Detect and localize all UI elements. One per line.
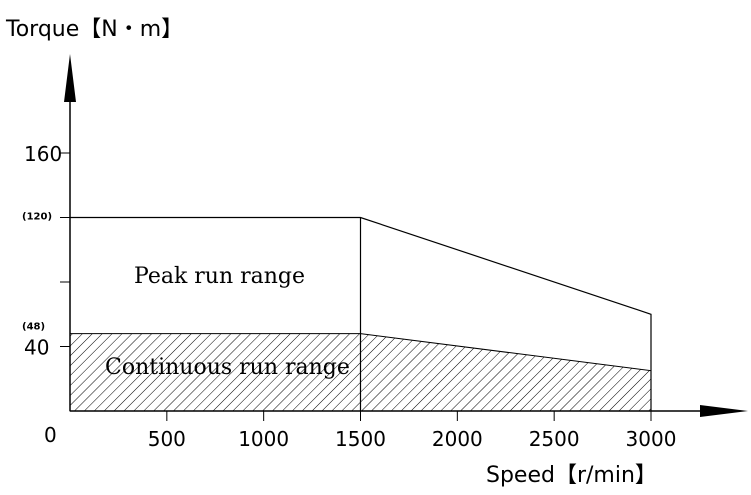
x-axis-arrow	[700, 405, 748, 417]
y-tick-label: 40	[24, 336, 49, 360]
y-axis-arrow	[64, 54, 76, 102]
x-tick-label: 500	[148, 427, 186, 451]
series-label-continuous: Continuous run range	[105, 355, 350, 380]
axes	[64, 54, 748, 417]
y-axis-title: Torque【N・m】	[5, 17, 183, 42]
y-tick-label: (48)	[22, 322, 45, 333]
x-tick-label: 2500	[529, 427, 580, 451]
x-tick-label: 2000	[432, 427, 483, 451]
x-axis-title: Speed【r/min】	[486, 463, 657, 488]
series-label-peak: Peak run range	[134, 264, 305, 289]
peak-run-outline	[70, 216, 652, 411]
origin-label: 0	[44, 423, 57, 447]
x-tick-label: 3000	[626, 427, 677, 451]
x-tick-label: 1500	[335, 427, 386, 451]
x-tick-label: 1000	[238, 427, 289, 451]
y-tick-label: (120)	[22, 212, 52, 223]
y-tick-label: 160	[24, 142, 62, 166]
